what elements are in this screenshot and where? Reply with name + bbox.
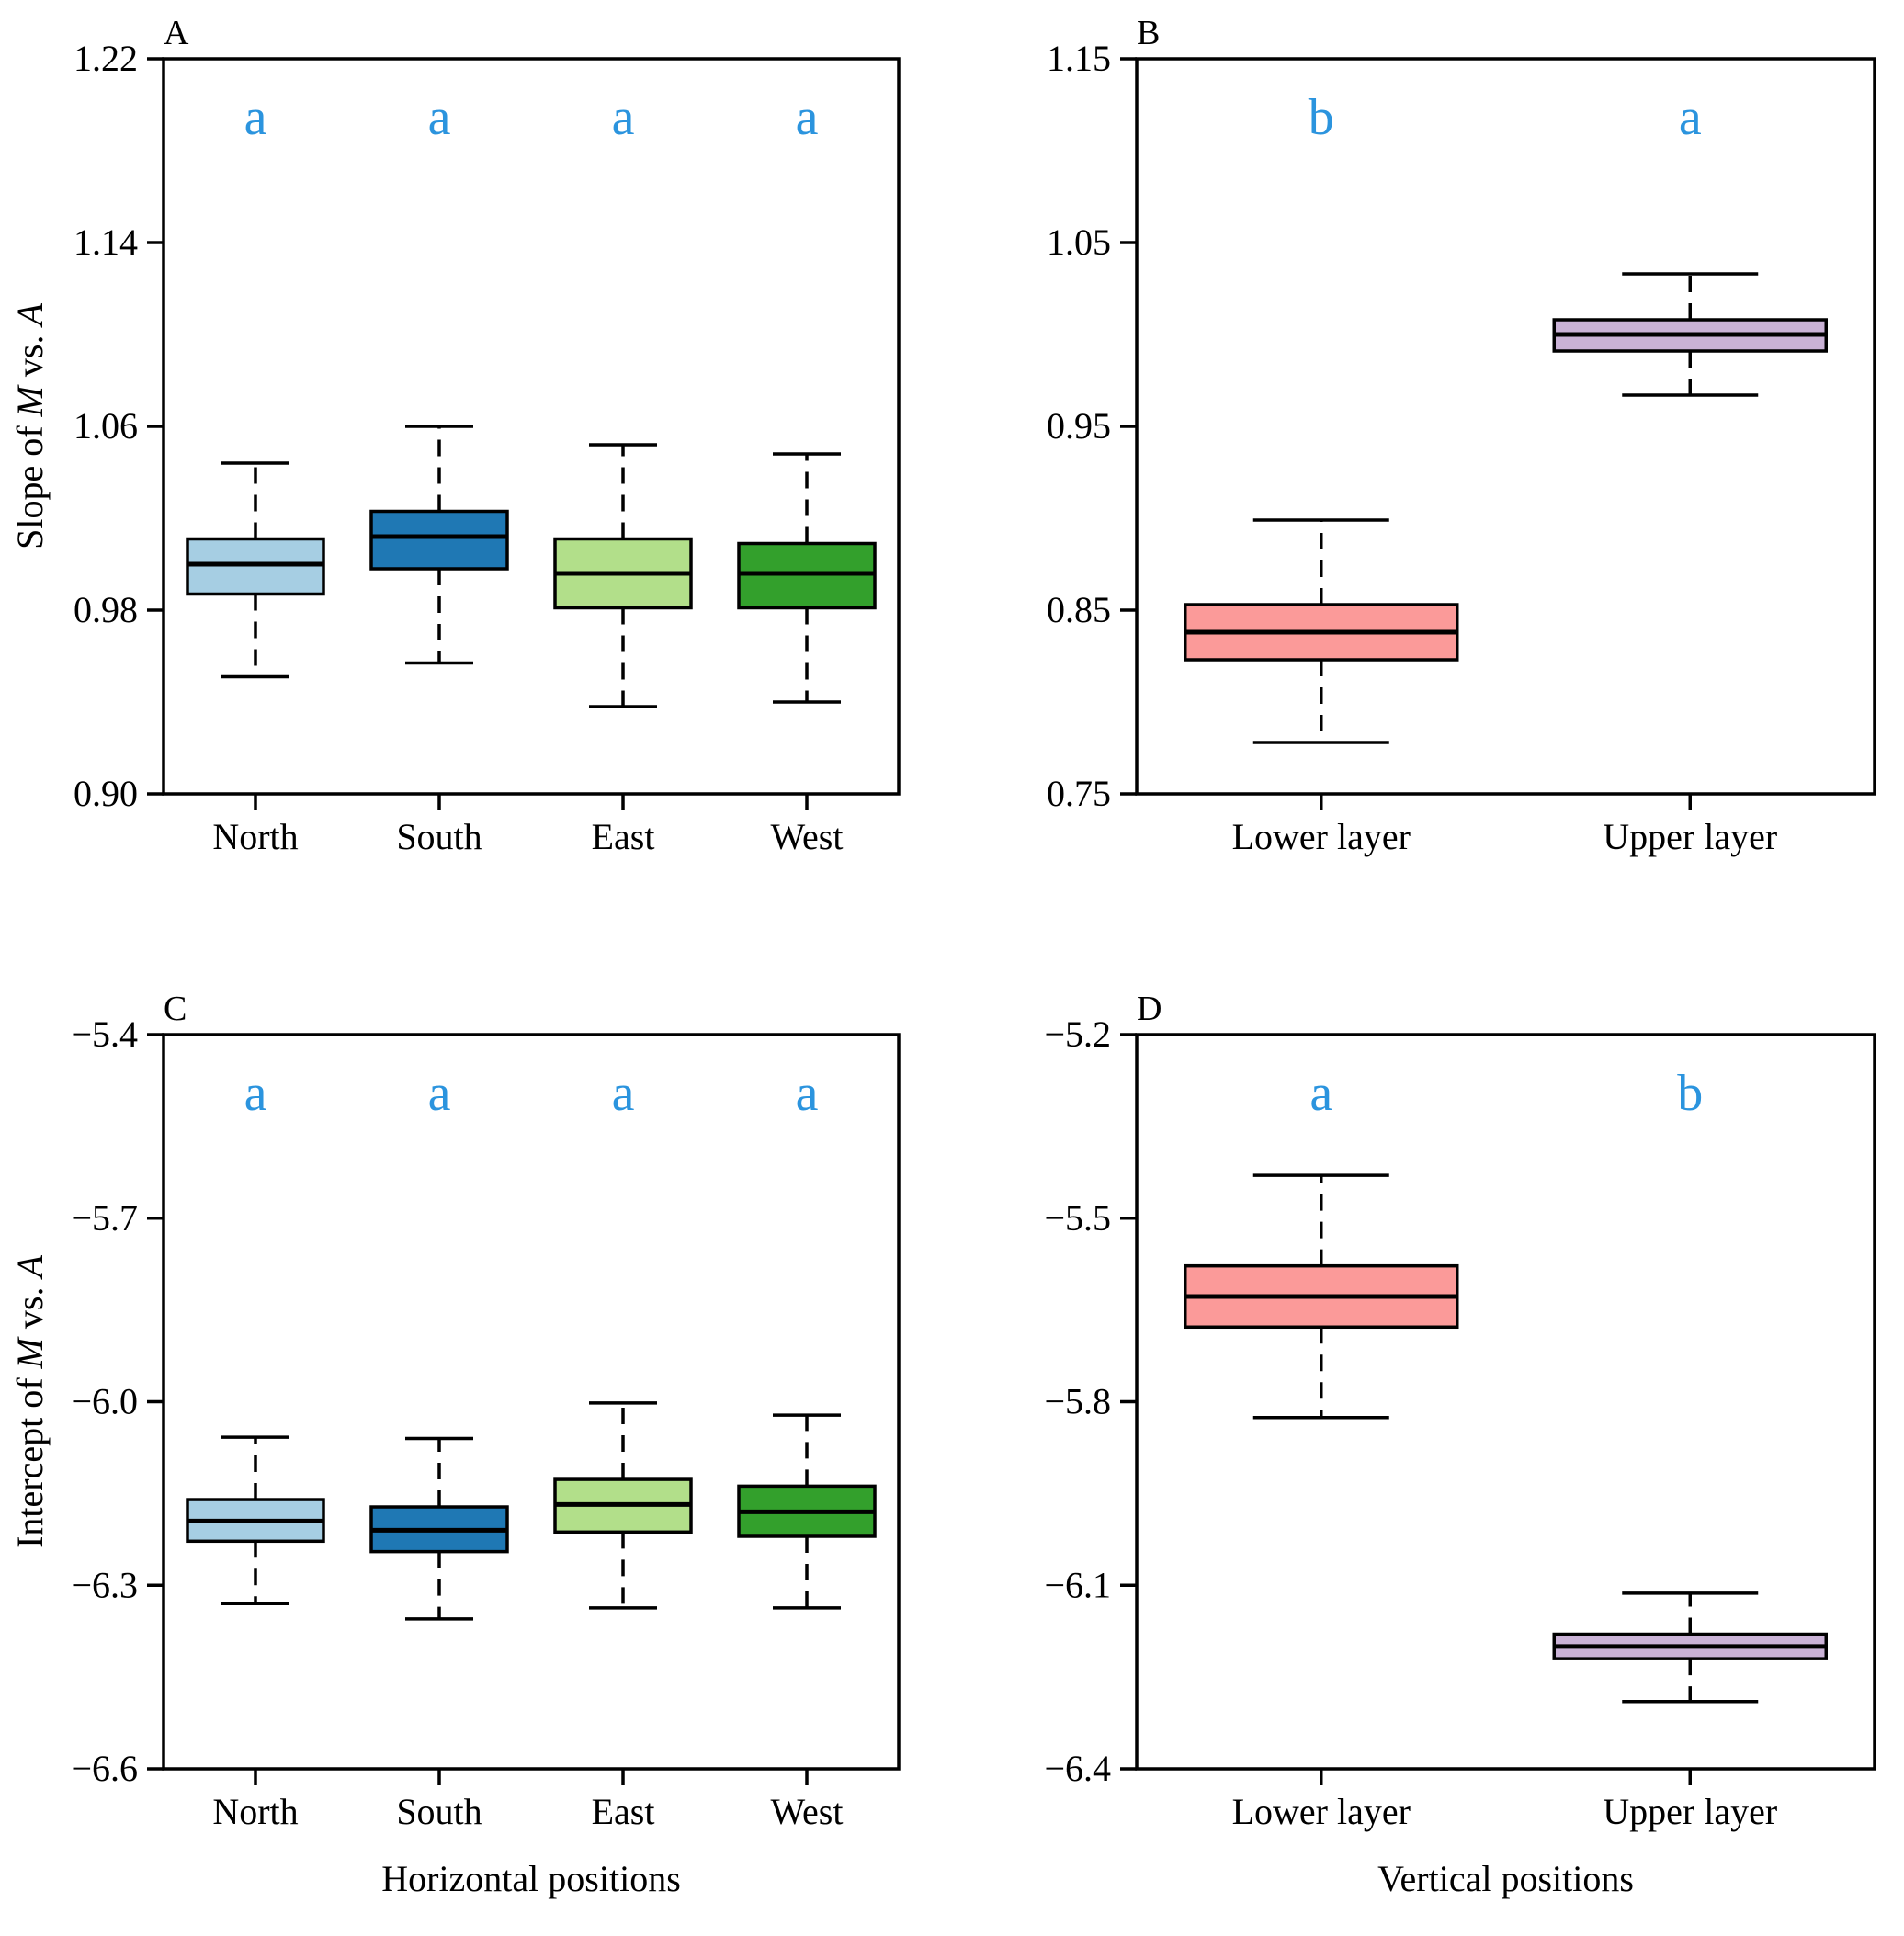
y-title-part: vs. [9,326,51,387]
box-east [553,1401,693,1610]
box-lower-layer [1184,518,1459,744]
y-tick-label: 0.85 [1047,589,1111,630]
significance-letter: b [1309,89,1334,146]
y-tick-label: −6.3 [71,1564,138,1605]
x-tick-label: North [212,1791,298,1832]
x-tick-label: Lower layer [1232,816,1411,857]
y-tick-label: −5.7 [71,1197,138,1239]
plot-frame [162,57,901,796]
box-upper-layer [1552,272,1828,397]
significance-letter: a [1309,1065,1332,1122]
significance-letter: a [1679,89,1702,146]
y-tick-label: −6.1 [1044,1564,1111,1605]
box-south [369,1436,509,1621]
x-tick-label: Upper layer [1603,816,1777,857]
y-tick-label: 1.06 [74,405,138,447]
panel-d: D −5.2 −5.5 −5.8 −6.1 −6.4 Lower layer a Upper l… [1044,990,1876,1899]
y-tick-label: −5.8 [1044,1381,1111,1422]
panel-label: C [164,990,187,1028]
x-tick-label: West [771,1791,844,1832]
iqr-box [369,509,509,571]
y-tick-label: −6.6 [71,1748,138,1789]
box-west [737,452,877,704]
panel-c: C −5.4 −5.7 −6.0 −6.3 −6.6 North a South a East a We… [9,990,901,1899]
x-axis-title: Vertical positions [1377,1858,1634,1899]
x-tick-label: South [396,816,482,857]
box-lower-layer [1184,1173,1459,1420]
y-tick-label: −6.4 [1044,1748,1111,1789]
significance-letter: a [796,1065,819,1122]
y-title-var: M [9,1335,51,1369]
y-tick-label: 1.22 [74,38,138,79]
y-tick-label: 0.75 [1047,773,1111,814]
panel-label: B [1137,14,1160,52]
x-axis-title: Horizontal positions [381,1858,681,1899]
y-tick-label: −5.2 [1044,1013,1111,1055]
x-tick-label: West [771,816,844,857]
y-tick-label: −6.0 [71,1381,138,1422]
y-tick-label: 0.90 [74,773,138,814]
y-axis-title: Intercept of M vs. A [9,1255,51,1548]
y-title-part: Intercept of [9,1368,51,1547]
box-upper-layer [1552,1591,1828,1704]
y-title-var: A [9,303,51,329]
box-north [186,461,325,679]
y-tick-label: 0.98 [74,589,138,630]
x-tick-label: Lower layer [1232,1791,1411,1832]
x-tick-label: South [396,1791,482,1832]
box-east [553,443,693,708]
significance-letter: a [428,1065,451,1122]
box-west [737,1413,877,1610]
box-south [369,425,509,665]
panel-label: D [1137,990,1162,1028]
y-tick-label: 1.14 [74,221,138,263]
x-tick-label: Upper layer [1603,1791,1777,1832]
significance-letter: a [244,1065,267,1122]
x-tick-label: North [212,816,298,857]
significance-letter: a [612,89,635,146]
box-north [186,1435,325,1605]
y-title-part: Slope of [9,416,51,549]
significance-letter: a [796,89,819,146]
significance-letter: a [428,89,451,146]
y-tick-label: 1.15 [1047,38,1111,79]
significance-letter: b [1677,1065,1703,1122]
significance-letter: a [244,89,267,146]
panel-a: A 1.22 1.14 1.06 0.98 0.90 North a South a East a We… [9,14,901,857]
y-tick-label: −5.4 [71,1013,138,1055]
y-title-part: vs. [9,1278,51,1339]
y-axis-title: Slope of M vs. A [9,303,51,549]
y-title-var: A [9,1255,51,1281]
x-tick-label: East [592,816,655,857]
plot-frame [162,1033,901,1771]
x-tick-label: East [592,1791,655,1832]
y-title-var: M [9,383,51,417]
plot-frame [1135,57,1876,796]
y-tick-label: 1.05 [1047,221,1111,263]
y-tick-label: 0.95 [1047,405,1111,447]
panel-b: B 1.15 1.05 0.95 0.85 0.75 Lower layer b Upper l… [1047,14,1876,857]
y-tick-label: −5.5 [1044,1197,1111,1239]
panel-label: A [164,14,189,52]
significance-letter: a [612,1065,635,1122]
